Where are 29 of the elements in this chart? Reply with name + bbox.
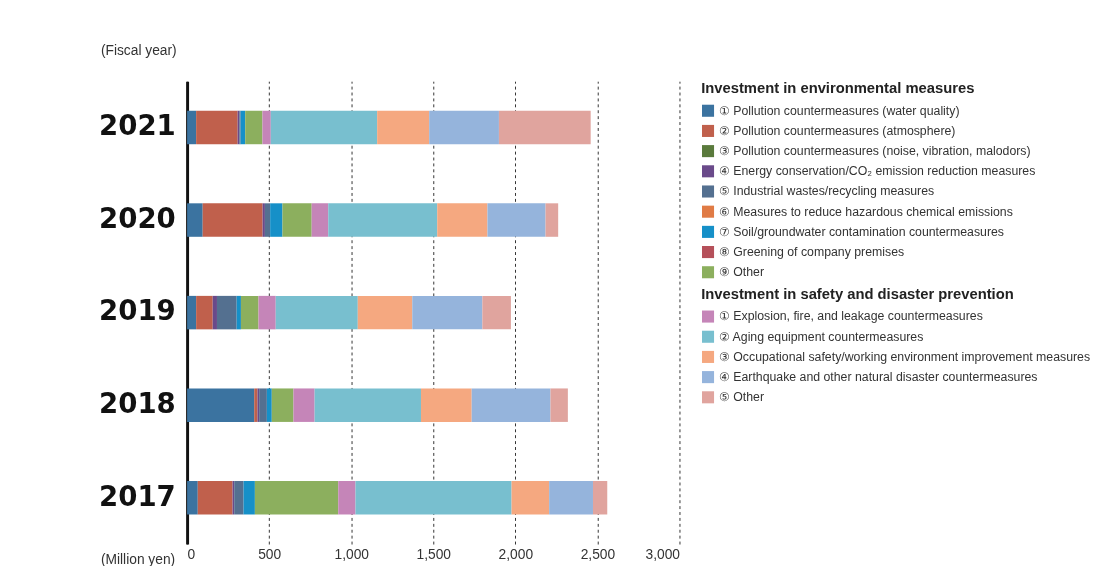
legend-label: ⑥ Measures to reduce hazardous chemical emissions (718, 204, 1013, 219)
text: Investment in environmental measures (701, 80, 975, 97)
legend-label: ① Explosion, fire, and leakage countermeasures (718, 309, 983, 324)
legend-label: ⑦ Soil/groundwater contamination countermeasures (718, 224, 1004, 239)
legend-label: ② Pollution countermeasures (atmosphere) (718, 123, 956, 138)
y-axis-title: (Fiscal year) (100, 43, 177, 59)
legend-label: ④ Earthquake and other natural disaster countermeasures (718, 370, 1038, 385)
legend-label: ⑤ Industrial wastes/recycling measures (718, 184, 935, 199)
y-tick-label: 2018 (99, 387, 176, 421)
legend-label: ③ Pollution countermeasures (noise, vibration, malodors) (718, 144, 1031, 159)
x-tick-label: 3,000 (645, 547, 681, 563)
legend-label: ③ Occupational safety/working environment improvement measures (718, 349, 1091, 364)
legend-label: ① Pollution countermeasures (water quality) (718, 103, 960, 118)
legend-label: ⑧ Greening of company premises (718, 245, 905, 259)
legend-label: ⑤ Other (718, 390, 765, 405)
y-tick-label: 2017 (99, 479, 176, 513)
x-tick-label: 2,500 (580, 547, 616, 563)
y-tick-label: 2020 (99, 201, 176, 235)
y-tick-label: 2021 (99, 109, 176, 143)
text: Investment in safety and disaster prevention (701, 285, 1014, 302)
legend-label: ④ Energy conservation/CO₂ emission reduction measures (718, 164, 1036, 179)
y-tick-label: 2019 (99, 294, 176, 328)
x-tick-label: 500 (258, 547, 282, 563)
x-tick-label: 2,000 (498, 547, 534, 563)
x-tick-label: 1,000 (334, 547, 370, 563)
legend-label: ② Aging equipment countermeasures (718, 329, 924, 344)
x-tick-label: 0 (187, 547, 196, 563)
legend-label: ⑨ Other (718, 265, 765, 280)
x-tick-label: 1,500 (416, 547, 452, 563)
